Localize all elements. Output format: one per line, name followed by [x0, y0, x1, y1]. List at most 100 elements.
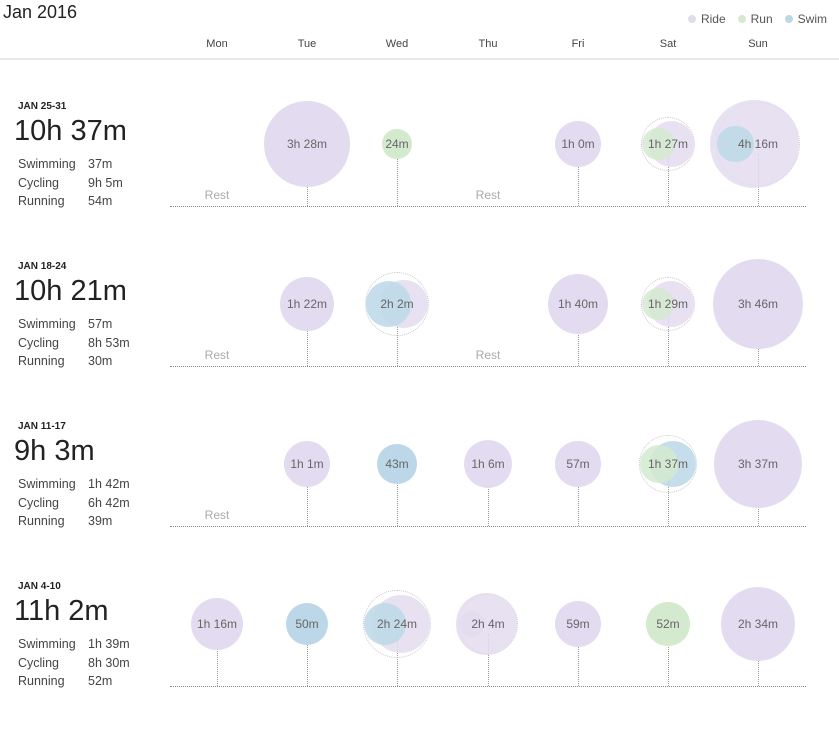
day-stem: [488, 634, 489, 686]
day-total-ring: [640, 276, 696, 332]
legend-label-swim: Swim: [797, 12, 827, 26]
week-row: JAN 11-17 9h 3m Swimming 1h 42m Cycling 6h 42…: [0, 415, 839, 575]
week-stat-value: 9h 5m: [88, 176, 123, 190]
activity-bubble-ride[interactable]: [548, 274, 608, 334]
day-duration-label: 1h 6m: [471, 457, 505, 471]
weekday-header: Mon Tue Wed Thu Fri Sat Sun: [0, 38, 839, 52]
day-stem: [307, 634, 308, 686]
week-baseline: [170, 366, 806, 367]
week-stat-value: 8h 30m: [88, 656, 130, 670]
day-duration-label: 2h 2m: [380, 297, 414, 311]
activity-bubble-swim[interactable]: [363, 603, 406, 645]
day-stem: [307, 314, 308, 366]
week-stat-label: Running: [18, 194, 65, 208]
day-duration-label: 1h 22m: [286, 297, 328, 311]
activity-bubble-ride[interactable]: [463, 439, 513, 489]
week-stat-row: Running 30m: [18, 354, 112, 368]
day-header-sat: Sat: [659, 38, 677, 50]
activity-bubble-swim[interactable]: [285, 602, 329, 646]
day-duration-label: 3h 46m: [737, 297, 779, 311]
activity-bubble-ride[interactable]: [712, 258, 804, 350]
day-duration-label: 1h 29m: [647, 297, 689, 311]
week-stat-label: Cycling: [18, 496, 59, 510]
week-stat-label: Swimming: [18, 637, 76, 651]
week-total-duration: 11h 2m: [14, 595, 109, 627]
week-stat-row: Swimming 57m: [18, 317, 112, 331]
legend-label-ride: Ride: [700, 12, 726, 26]
activity-bubble-ride[interactable]: [263, 100, 351, 188]
day-stem: [397, 314, 398, 366]
activity-bubble-ride[interactable]: [555, 441, 601, 487]
week-row: JAN 4-10 11h 2m Swimming 1h 39m Cycling 8h 30…: [0, 575, 839, 735]
activity-bubble-swim[interactable]: [377, 444, 417, 484]
week-stat-label: Running: [18, 674, 65, 688]
day-duration-label: 1h 1m: [290, 457, 324, 471]
month-title: Jan 2016: [3, 2, 78, 22]
day-stem: [578, 154, 579, 206]
day-duration-label: 1h 16m: [196, 617, 238, 631]
day-total-ring: [640, 116, 696, 172]
day-header-fri: Fri: [571, 38, 585, 50]
rest-day-label: Rest: [204, 188, 230, 202]
week-stat-row: Swimming 1h 42m: [18, 477, 130, 491]
day-duration-label: 1h 27m: [647, 137, 689, 151]
activity-bubble-run[interactable]: [646, 602, 690, 646]
activity-bubble-ride[interactable]: [554, 120, 602, 168]
activity-bubble-ride[interactable]: [190, 597, 244, 651]
week-total-duration: 10h 21m: [14, 275, 127, 307]
week-total-duration: 10h 37m: [14, 115, 127, 147]
day-header-wed: Wed: [385, 38, 409, 50]
day-duration-label: 2h 24m: [376, 617, 418, 631]
week-stat-row: Running 39m: [18, 514, 112, 528]
week-stat-label: Swimming: [18, 477, 76, 491]
day-duration-label: 1h 40m: [557, 297, 599, 311]
activity-bubble-ride[interactable]: [713, 419, 803, 509]
activity-bubble-ride[interactable]: [283, 440, 331, 488]
week-stat-value: 57m: [88, 317, 113, 331]
activity-bubble-ride[interactable]: [458, 610, 485, 638]
day-stem: [668, 474, 669, 526]
activity-bubble-ride[interactable]: [279, 276, 335, 332]
week-stat-label: Cycling: [18, 176, 59, 190]
day-duration-label: 52m: [656, 617, 680, 631]
week-stat-value: 39m: [88, 514, 113, 528]
week-stat-label: Running: [18, 354, 65, 368]
legend-item-swim[interactable]: Swim: [784, 12, 827, 26]
activity-bubble-run[interactable]: [382, 129, 412, 159]
week-baseline: [170, 206, 806, 207]
week-stat-value: 54m: [88, 194, 113, 208]
day-duration-label: 1h 37m: [647, 457, 689, 471]
day-duration-label: 59m: [566, 617, 590, 631]
day-duration-label: 50m: [295, 617, 319, 631]
week-stat-value: 37m: [88, 157, 113, 171]
activity-bubble-ride[interactable]: [554, 600, 602, 648]
week-stat-value: 52m: [88, 674, 113, 688]
activity-bubble-swim[interactable]: [365, 281, 412, 327]
day-stem: [217, 634, 218, 686]
activity-bubble-swim[interactable]: [717, 125, 754, 163]
week-row: JAN 25-31 10h 37m Swimming 37m Cycling 9h 5m R…: [0, 95, 839, 255]
legend-item-run[interactable]: Run: [737, 12, 773, 26]
activity-bubble-run[interactable]: [641, 127, 675, 161]
activity-bubble-ride[interactable]: [720, 586, 796, 662]
week-range: JAN 4-10: [18, 581, 61, 592]
week-stat-value: 6h 42m: [88, 496, 130, 510]
legend-item-ride[interactable]: Ride: [687, 12, 726, 26]
rest-day-label: Rest: [475, 188, 501, 202]
day-duration-label: 24m: [385, 137, 409, 151]
day-duration-label: 4h 16m: [737, 137, 779, 151]
week-range: JAN 25-31: [18, 101, 67, 112]
day-duration-label: 43m: [385, 457, 409, 471]
day-duration-label: 1h 0m: [561, 137, 595, 151]
week-range: JAN 11-17: [18, 421, 66, 432]
week-stat-value: 8h 53m: [88, 336, 130, 350]
activity-bubble-run[interactable]: [641, 287, 675, 321]
week-baseline: [170, 526, 806, 527]
day-duration-label: 57m: [566, 457, 590, 471]
week-stat-row: Cycling 6h 42m: [18, 496, 130, 510]
rest-day-label: Rest: [204, 348, 230, 362]
rest-day-label: Rest: [475, 348, 501, 362]
day-stem: [668, 314, 669, 366]
activity-bubble-run[interactable]: [640, 445, 678, 483]
week-stat-label: Swimming: [18, 157, 76, 171]
